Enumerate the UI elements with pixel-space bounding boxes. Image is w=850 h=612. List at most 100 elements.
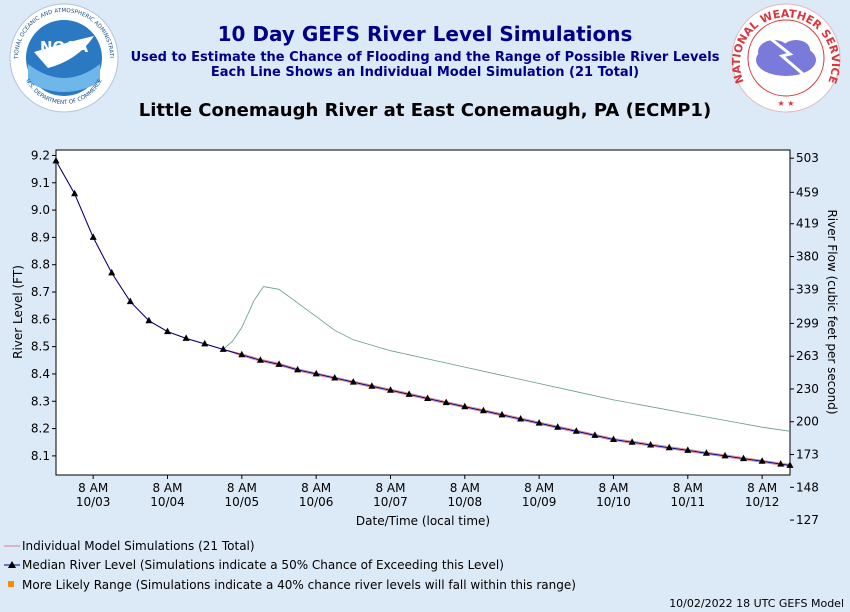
median-marker: [424, 394, 432, 401]
station-name: Little Conemaugh River at East Conemaugh…: [138, 100, 712, 121]
median-marker: [498, 410, 506, 418]
y-tick-label: 8.1: [31, 449, 50, 463]
y2-tick-label: 299: [796, 316, 819, 330]
y-tick-label: 8.7: [31, 285, 50, 299]
x-tick-time: 8 AM: [524, 481, 554, 495]
y-tick-label: 9.2: [31, 148, 50, 162]
median-marker: [777, 460, 785, 467]
y-tick-label: 8.9: [31, 230, 50, 244]
median-marker: [108, 268, 116, 276]
y2-tick-label: 380: [796, 250, 819, 264]
x-tick-date: 10/04: [150, 495, 185, 509]
y-tick-label: 9.0: [31, 203, 50, 217]
y2-tick-label: 148: [796, 480, 819, 494]
median-marker: [591, 431, 599, 438]
median-marker: [238, 350, 246, 358]
y2-axis-label: River Flow (cubic feet per second): [825, 209, 839, 414]
x-tick-time: 8 AM: [747, 481, 777, 495]
y-tick-label: 8.6: [31, 312, 50, 326]
legend: Individual Model Simulations (21 Total) …: [4, 539, 576, 592]
y2-tick-label: 230: [796, 382, 819, 396]
legend-label-range: More Likely Range (Simulations indicate …: [22, 578, 576, 592]
x-tick-time: 8 AM: [301, 481, 331, 495]
chart-subtitle-1: Used to Estimate the Chance of Flooding …: [130, 50, 720, 65]
median-marker: [628, 438, 636, 445]
model-run-footer: 10/02/2022 18 UTC GEFS Model: [669, 597, 844, 610]
median-marker: [312, 369, 320, 377]
x-tick-date: 10/03: [76, 495, 111, 509]
x-tick-time: 8 AM: [78, 481, 108, 495]
y2-tick-label: 503: [796, 151, 819, 165]
median-marker: [164, 327, 171, 335]
median-marker: [572, 427, 580, 434]
median-marker: [368, 382, 376, 389]
median-marker: [684, 446, 692, 453]
median-marker: [479, 406, 487, 414]
legend-label-individual: Individual Model Simulations (21 Total): [22, 539, 255, 553]
median-marker: [665, 443, 673, 451]
nws-logo: NATIONAL WEATHER SERVICE ★ ★: [730, 3, 842, 113]
median-marker: [201, 339, 209, 347]
median-marker: [461, 402, 469, 410]
median-marker: [702, 449, 710, 456]
median-marker: [387, 386, 394, 393]
y-axis-label: River Level (FT): [11, 265, 25, 359]
y-tick-label: 8.2: [31, 422, 50, 436]
y2-tick-label: 459: [796, 185, 819, 199]
x-tick-time: 8 AM: [673, 481, 703, 495]
median-marker: [126, 297, 134, 305]
x-tick-date: 10/09: [522, 495, 557, 509]
y2-tick-label: 200: [796, 415, 819, 429]
median-marker: [758, 457, 766, 464]
legend-label-median: Median River Level (Simulations indicate…: [22, 558, 504, 572]
median-marker: [535, 419, 543, 426]
median-marker: [275, 360, 283, 367]
chart-subtitle-2: Each Line Shows an Individual Model Simu…: [210, 65, 640, 80]
y-tick-label: 9.1: [31, 176, 50, 190]
median-marker: [554, 423, 562, 430]
x-tick-date: 10/11: [671, 495, 706, 509]
legend-marker-median: [8, 561, 16, 568]
x-tick-time: 8 AM: [227, 481, 257, 495]
median-marker: [331, 374, 339, 381]
y2-tick-label: 127: [796, 513, 819, 527]
chart-title: 10 Day GEFS River Level Simulations: [217, 22, 633, 46]
y-axis-right: 503 459 419 380 339 299 263 230 200 173 148 127: [790, 151, 819, 527]
median-marker: [405, 390, 413, 397]
x-tick-date: 10/06: [299, 495, 334, 509]
median-marker: [442, 398, 450, 406]
median-marker: [256, 356, 264, 363]
x-tick-time: 8 AM: [152, 481, 182, 495]
y2-tick-label: 173: [796, 448, 819, 462]
series-layer: [52, 156, 794, 468]
median-marker: [182, 334, 190, 341]
x-axis-label: Date/Time (local time): [356, 514, 490, 528]
x-tick-time: 8 AM: [450, 481, 480, 495]
y-tick-label: 8.5: [31, 340, 50, 354]
x-tick-date: 10/12: [745, 495, 780, 509]
median-marker: [610, 435, 617, 442]
x-tick-date: 10/10: [596, 495, 631, 509]
x-tick-date: 10/07: [373, 495, 408, 509]
x-tick-time: 8 AM: [598, 481, 628, 495]
y2-tick-label: 339: [796, 282, 819, 296]
median-marker: [52, 156, 60, 164]
median-marker: [145, 316, 153, 324]
y2-tick-label: 419: [796, 217, 819, 231]
median-marker: [294, 365, 302, 373]
nws-stars: ★ ★: [778, 99, 795, 108]
median-marker: [349, 378, 357, 385]
median-marker: [740, 454, 747, 462]
median-marker: [219, 345, 227, 352]
noaa-wordmark: NOAA: [40, 38, 89, 56]
y-tick-label: 8.8: [31, 258, 50, 272]
x-tick-date: 10/08: [448, 495, 483, 509]
legend-swatch-range: [8, 581, 14, 587]
y-tick-label: 8.3: [31, 394, 50, 408]
y-tick-label: 8.4: [31, 367, 50, 381]
median-marker: [517, 415, 525, 422]
y2-tick-label: 263: [796, 349, 819, 363]
x-tick-time: 8 AM: [375, 481, 405, 495]
